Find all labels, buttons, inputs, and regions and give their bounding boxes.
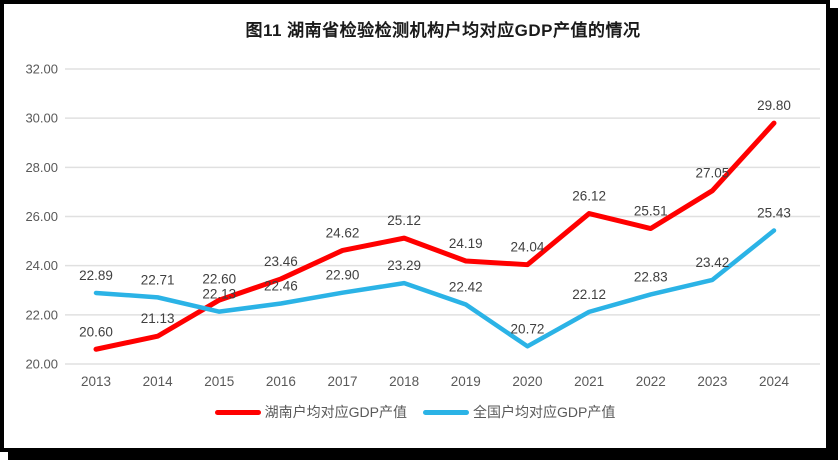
data-label-series-0: 26.12: [572, 189, 606, 204]
legend: 湖南户均对应GDP产值 全国户均对应GDP产值: [4, 402, 826, 422]
data-label-series-1: 22.13: [202, 287, 236, 302]
data-label-series-0: 27.05: [695, 166, 729, 181]
data-label-series-0: 21.13: [141, 311, 175, 326]
data-label-series-0: 25.51: [634, 204, 668, 219]
data-label-series-0: 23.46: [264, 254, 298, 269]
data-label-series-1: 23.29: [387, 258, 421, 273]
legend-swatch-hunan: [214, 409, 261, 415]
data-label-series-1: 22.42: [449, 280, 483, 295]
x-tick-label: 2023: [697, 374, 727, 389]
x-tick-label: 2019: [451, 374, 481, 389]
legend-label-national: 全国户均对应GDP产值: [473, 404, 616, 420]
data-label-series-1: 20.72: [511, 321, 545, 336]
data-label-series-0: 24.62: [326, 225, 360, 240]
x-tick-label: 2020: [512, 374, 542, 389]
legend-item-national: 全国户均对应GDP产值: [423, 402, 615, 422]
line-chart-plot: 20.00 22.00 24.00 26.00 28.00 30.00 32.00 2013 2…: [25, 62, 820, 389]
data-label-series-0: 24.04: [511, 240, 545, 255]
x-tick-label: 2015: [204, 374, 234, 389]
x-tick-label: 2016: [266, 374, 296, 389]
series-line-1: [93, 228, 777, 349]
data-label-series-0: 25.12: [387, 213, 421, 228]
data-label-series-1: 22.71: [141, 272, 175, 287]
data-label-series-0: 22.60: [202, 272, 236, 287]
series-line-0: [93, 120, 777, 352]
x-tick-label: 2022: [636, 374, 666, 389]
legend-label-hunan: 湖南户均对应GDP产值: [264, 404, 407, 420]
data-label-series-1: 25.43: [757, 206, 791, 221]
data-label-series-0: 20.60: [79, 324, 113, 339]
chart-title: 图11 湖南省检验检测机构户均对应GDP产值的情况: [245, 21, 641, 40]
y-tick-label: 22.00: [25, 307, 58, 322]
data-label-series-1: 22.89: [79, 268, 113, 283]
data-label-series-1: 23.42: [695, 255, 729, 270]
legend-swatch-national: [423, 409, 469, 415]
x-tick-label: 2013: [81, 374, 111, 389]
y-tick-label: 20.00: [25, 357, 58, 372]
data-label-series-0: 24.19: [449, 236, 483, 251]
y-tick-label: 28.00: [25, 160, 58, 175]
x-tick-label: 2017: [328, 374, 358, 389]
data-label-series-1: 22.90: [326, 268, 360, 283]
y-tick-label: 32.00: [25, 62, 58, 77]
x-tick-label: 2014: [143, 374, 174, 389]
x-tick-label: 2024: [759, 374, 790, 389]
x-tick-label: 2018: [389, 374, 419, 389]
legend-item-hunan: 湖南户均对应GDP产值: [214, 402, 407, 422]
y-tick-label: 26.00: [25, 209, 58, 224]
data-label-series-1: 22.83: [634, 269, 668, 284]
data-label-series-0: 29.80: [757, 98, 791, 113]
x-tick-label: 2021: [574, 374, 604, 389]
y-tick-label: 30.00: [25, 111, 58, 126]
data-label-series-1: 22.46: [264, 279, 298, 294]
data-label-series-1: 22.12: [572, 287, 606, 302]
chart-frame: 图11 湖南省检验检测机构户均对应GDP产值的情况 20.00 22.00 24.0…: [0, 0, 830, 452]
y-tick-label: 24.00: [25, 258, 58, 273]
